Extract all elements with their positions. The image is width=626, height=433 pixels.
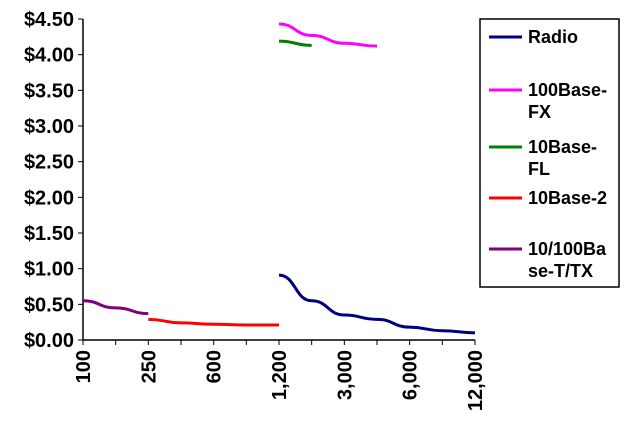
series-line-3 <box>148 317 279 327</box>
legend: Radio 100Base-FX 10Base-FL 10Base-2 10/100Ba… <box>479 18 620 288</box>
legend-label: 100Base- <box>528 80 607 100</box>
x-tick-label: 12,000 <box>465 350 487 411</box>
x-tick-label: 1,200 <box>269 350 291 400</box>
y-axis-labels: $0.00 $0.50 $1.00 $1.50 $2.00 $2.50 $3.00 $3.50… <box>24 9 74 352</box>
y-tick-label: $1.00 <box>24 259 74 281</box>
plot-area <box>78 18 476 345</box>
series-line-2 <box>278 39 312 47</box>
y-tick-label: $1.50 <box>24 223 74 245</box>
legend-label: 10/100Ba <box>528 239 607 259</box>
legend-box <box>479 18 620 288</box>
legend-label: 10Base- <box>528 137 597 157</box>
y-tick-label: $0.00 <box>24 330 74 352</box>
series-line-1 <box>278 22 378 48</box>
x-axis-labels: 100 250 600 1,200 3,000 6,000 12,000 <box>73 350 487 411</box>
y-tick-label: $3.00 <box>24 116 74 138</box>
legend-label: 10Base-2 <box>528 188 607 208</box>
legend-label: Radio <box>528 27 578 47</box>
x-tick-label: 600 <box>204 350 226 383</box>
series-line-4 <box>82 299 149 316</box>
x-tick-label: 6,000 <box>400 350 422 400</box>
legend-label: se-T/TX <box>528 261 593 281</box>
legend-label: FX <box>528 102 551 122</box>
legend-label: FL <box>528 159 550 179</box>
y-tick-label: $2.00 <box>24 187 74 209</box>
y-tick-label: $2.50 <box>24 152 74 174</box>
series-layer <box>82 22 476 335</box>
y-tick-label: $4.50 <box>24 9 74 31</box>
x-tick-label: 100 <box>73 350 95 383</box>
y-tick-label: $0.50 <box>24 294 74 316</box>
x-tick-label: 250 <box>138 350 160 383</box>
x-tick-label: 3,000 <box>334 350 356 400</box>
y-tick-label: $4.00 <box>24 45 74 67</box>
series-line-0 <box>278 273 476 335</box>
y-tick-label: $3.50 <box>24 80 74 102</box>
